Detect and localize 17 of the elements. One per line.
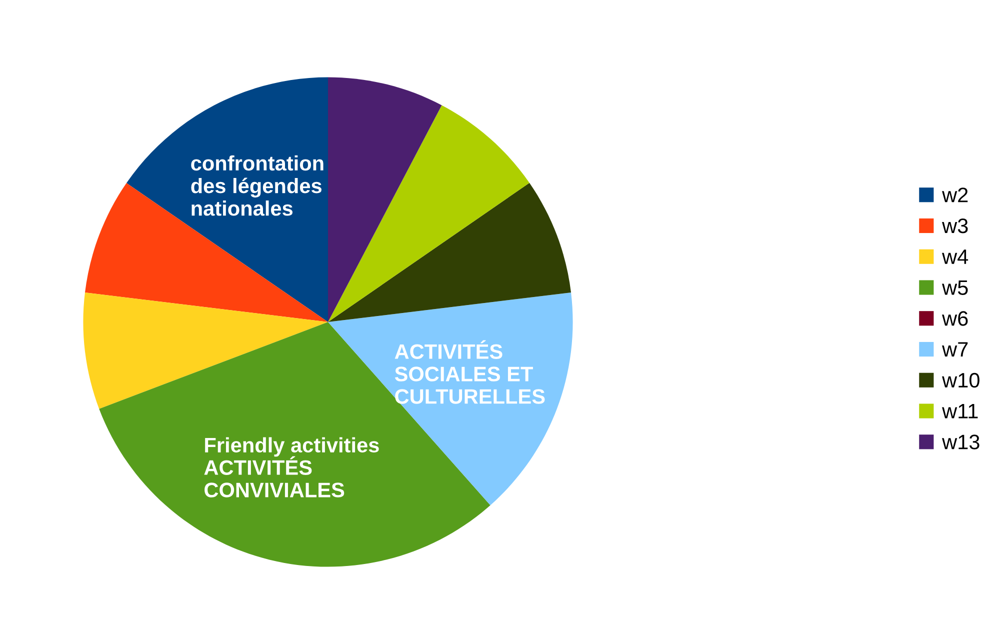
legend-label: w10 [942,372,980,388]
pie-slice [83,292,328,409]
legend-label: w7 [942,342,968,357]
legend-label: w6 [942,311,968,326]
legend-label: w11 [942,404,978,418]
pie-slice [126,77,328,322]
text: ACTIVITÉS SOCIALES ET CULTURELLES [394,340,545,404]
pie-slice [328,77,442,322]
legend-label: w13 [942,434,980,450]
pie-slice [328,182,572,322]
legend-label: w5 [942,280,968,295]
text: confrontation des légendes nationales [191,155,324,216]
legend-label: w2 [942,188,968,202]
pie-slice [328,105,530,322]
legend-label: w4 [942,250,968,264]
legend-label: w3 [942,218,968,234]
text: Friendly activities ACTIVITÉS CONVIVIALES [204,437,379,498]
